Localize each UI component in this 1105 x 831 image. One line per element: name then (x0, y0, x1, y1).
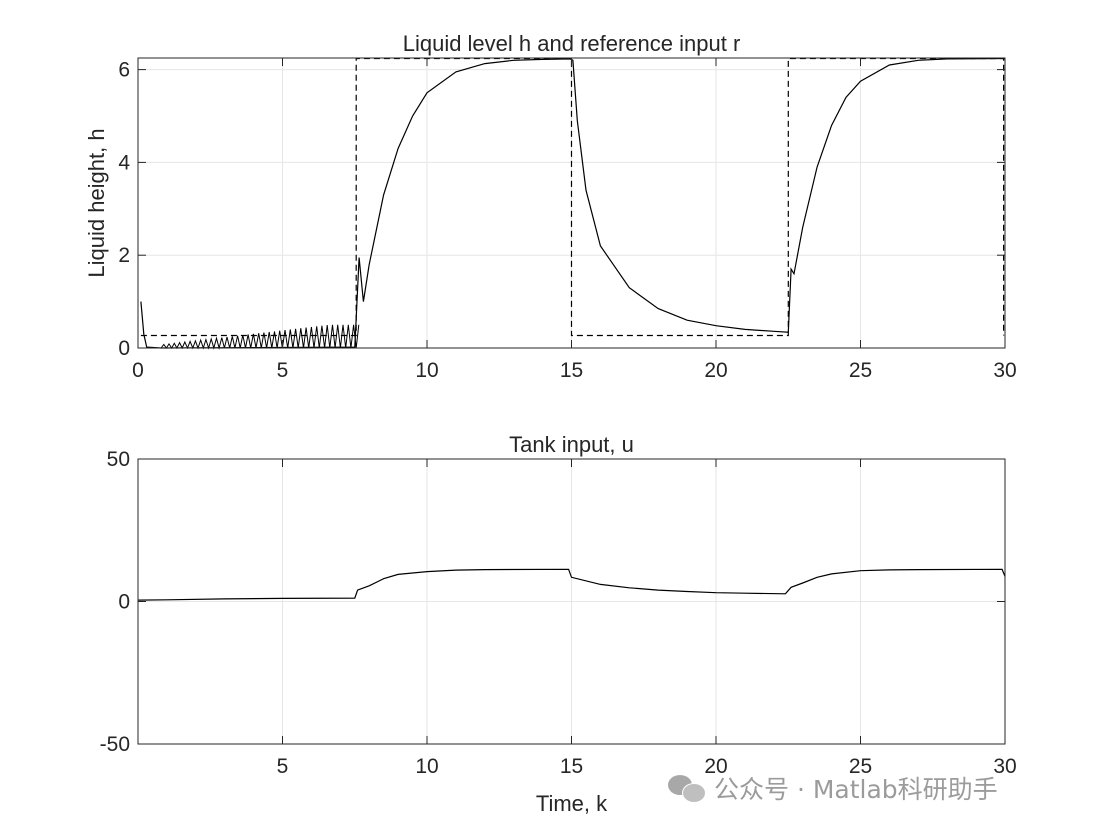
x-tick-label: 15 (560, 359, 583, 382)
y-tick-label: 4 (118, 151, 130, 174)
x-axis-label: Time, k (536, 791, 608, 816)
x-tick-label: 10 (415, 359, 438, 382)
series-line (140, 57, 1006, 349)
chart-title: Liquid level h and reference input r (403, 31, 741, 56)
top-axes: 0 5 10 15 20 25 30 0 2 4 6 Liquid level h and refer… (84, 31, 1017, 382)
y-tick-label: 0 (118, 591, 130, 614)
x-tick-label: 25 (849, 359, 872, 382)
y-tick-label: 50 (107, 448, 130, 471)
x-tick-label: 30 (993, 359, 1016, 382)
x-tick-label: 0 (132, 359, 144, 382)
y-axis-label: Liquid height, h (84, 128, 109, 277)
x-tick-label: 10 (415, 755, 438, 778)
x-tick-label: 25 (849, 755, 872, 778)
chart-title: Tank input, u (509, 432, 634, 457)
watermark: 公众号 · Matlab科研助手 (668, 770, 998, 806)
wechat-icon (668, 773, 706, 803)
y-tick-label: 2 (118, 244, 130, 267)
y-tick-label: 0 (118, 337, 130, 360)
x-tick-label: 15 (560, 755, 583, 778)
x-tick-label: 20 (704, 755, 727, 778)
bottom-axes: 5 10 15 20 25 30 -50 0 50 Tank input, u Time, k (100, 432, 1017, 816)
x-tick-label: 30 (993, 755, 1016, 778)
y-tick-label: 6 (118, 59, 130, 82)
oscillation-line (160, 324, 360, 350)
x-tick-label: 5 (277, 359, 289, 382)
x-tick-label: 5 (277, 755, 289, 778)
series-line (137, 568, 1006, 601)
x-tick-label: 20 (704, 359, 727, 382)
y-tick-label: -50 (100, 733, 130, 756)
watermark-text: 公众号 · Matlab科研助手 (714, 775, 998, 804)
